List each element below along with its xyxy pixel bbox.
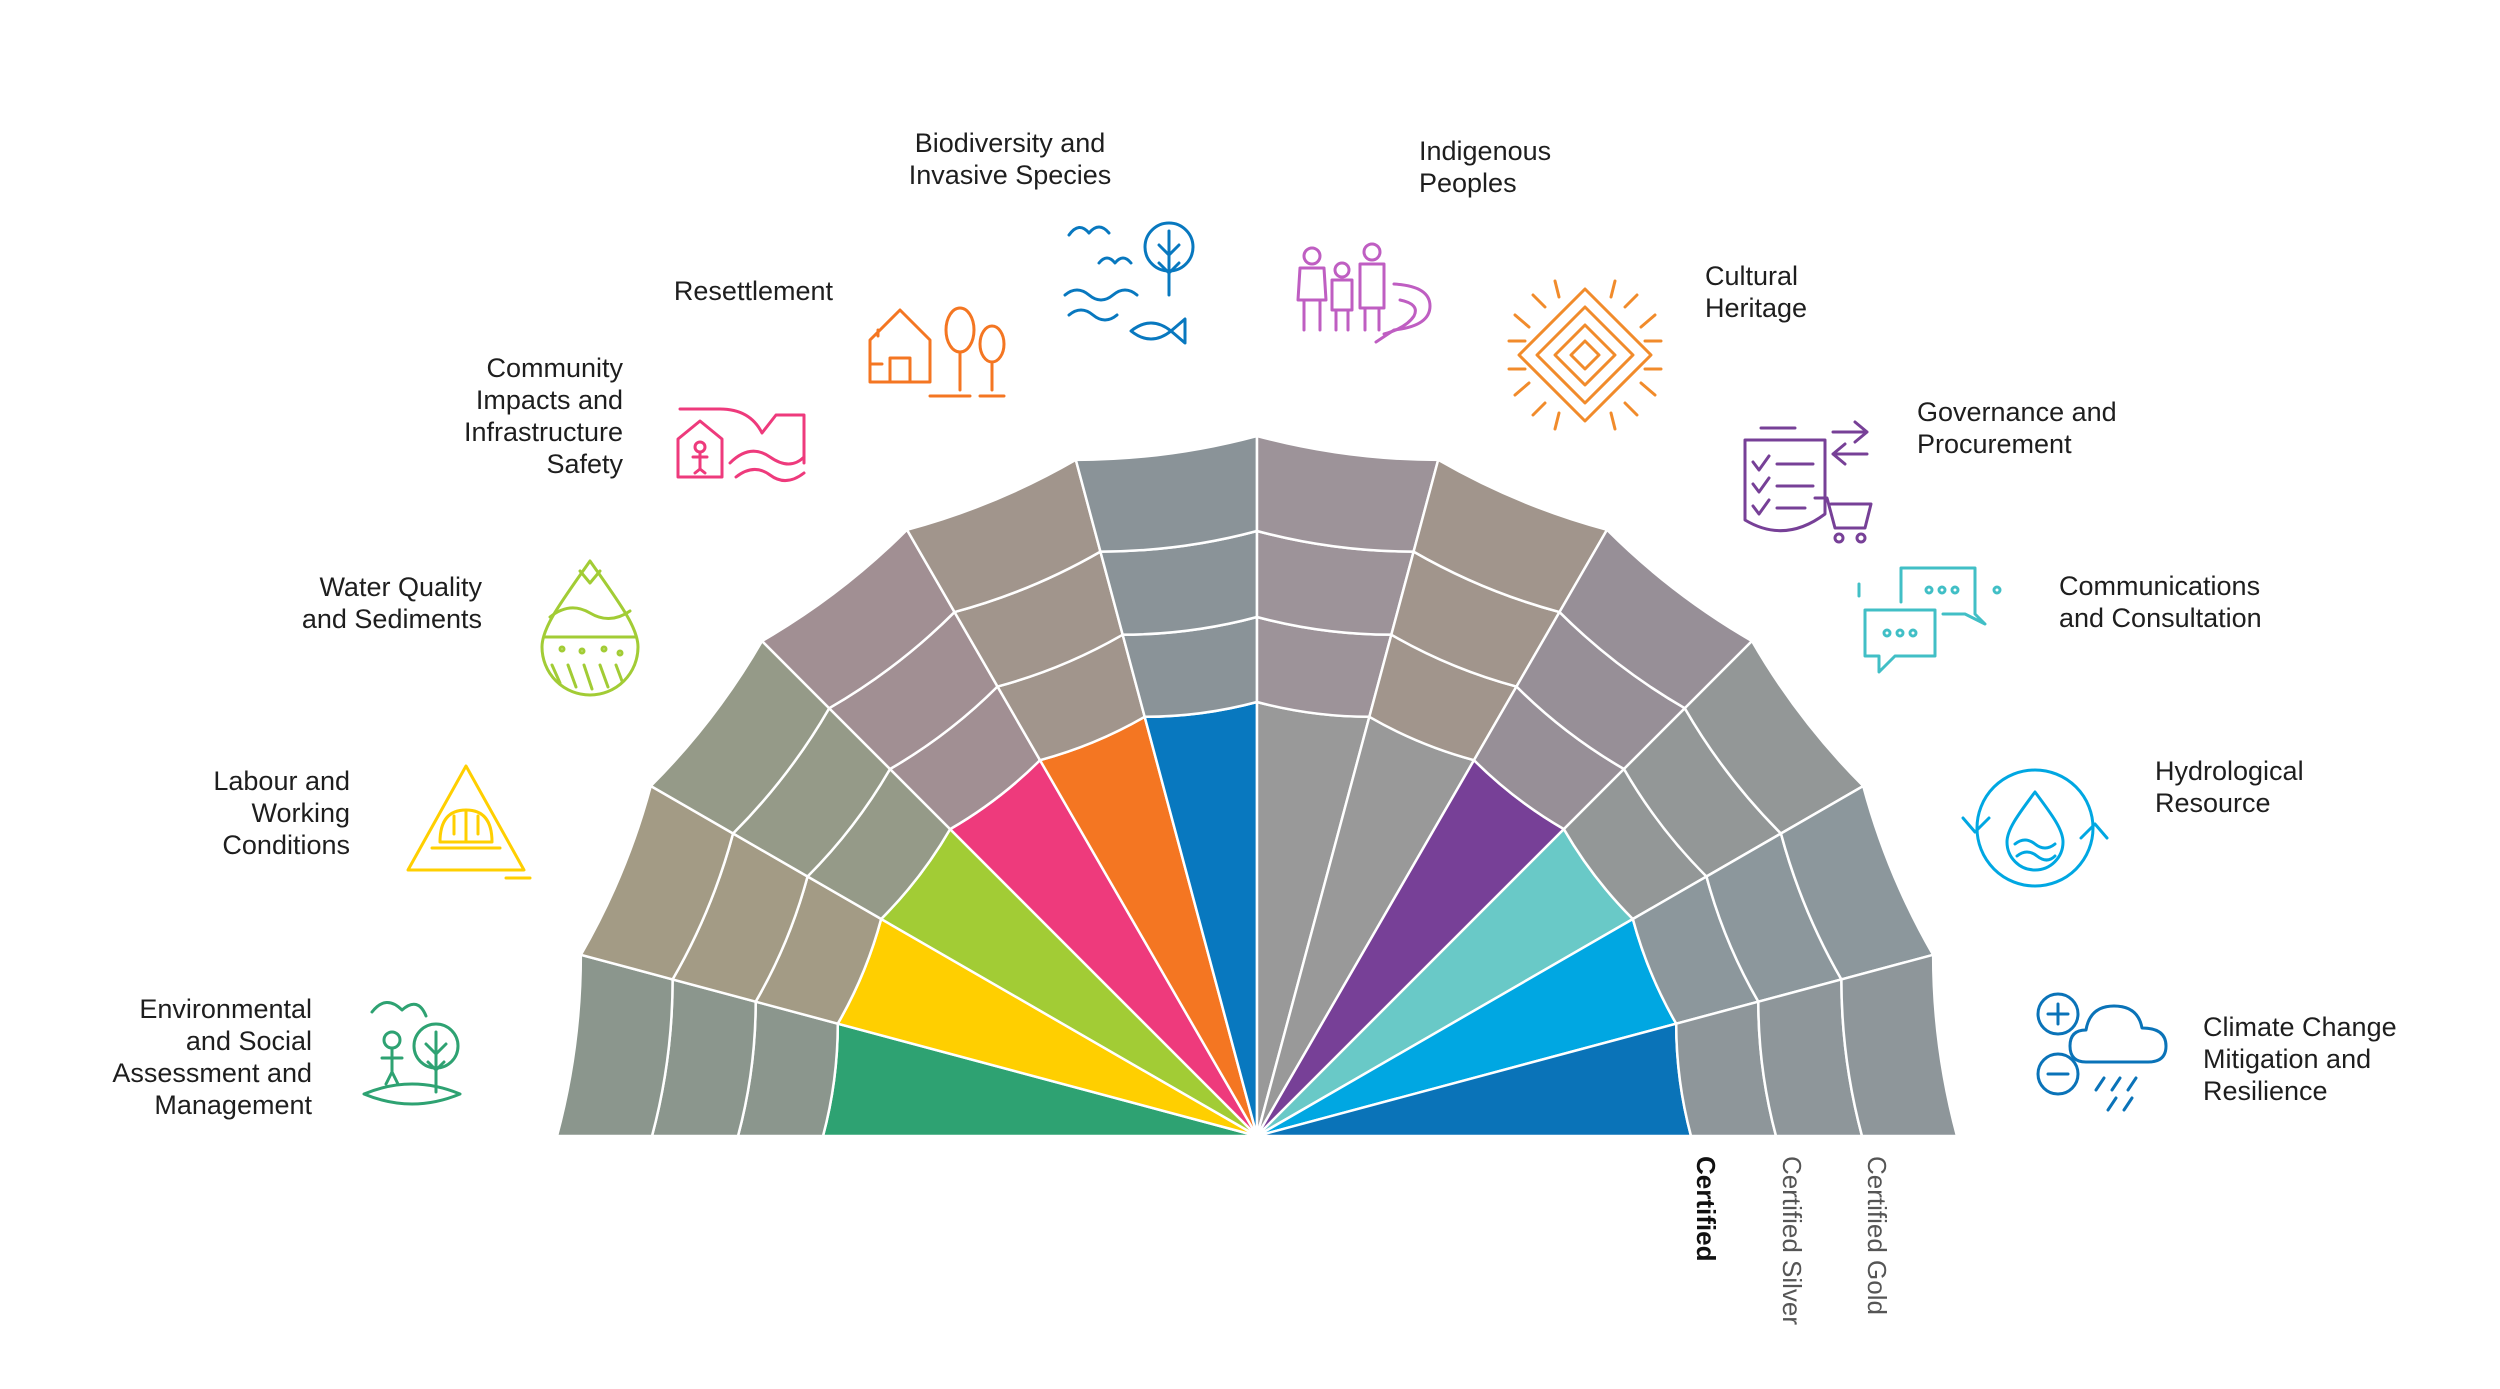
topic-icons	[362, 221, 2168, 1112]
topic-label-7: Indigenous Peoples	[1419, 136, 1551, 198]
patterned-diamond-icon	[1507, 279, 1663, 431]
person-and-tree-icon	[362, 1001, 462, 1106]
cloud-plus-minus-icon	[2036, 992, 2168, 1112]
topic-label-5: Resettlement	[674, 276, 834, 306]
topic-label-11: Hydrological Resource	[2155, 756, 2304, 818]
topic-label-10: Communications and Consultation	[2059, 571, 2262, 633]
topic-label-3: Water Quality and Sediments	[302, 572, 483, 634]
topic-label-6: Biodiversity and Invasive Species	[909, 128, 1112, 190]
fan-wedges	[555, 434, 1959, 1138]
wedge-1-ring-3	[555, 953, 674, 1138]
speech-bubbles-icon	[1857, 566, 2002, 674]
level-label-2: Certified Silver	[1777, 1156, 1807, 1325]
level-label-1: Certified	[1691, 1156, 1721, 1261]
topic-label-4: Community Impacts and Infrastructure Safety	[464, 353, 624, 479]
water-cycle-icon	[1961, 768, 2109, 888]
level-label-3: Certified Gold	[1862, 1156, 1892, 1315]
checklist-and-cart-icon	[1743, 420, 1873, 544]
bird-tree-fish-icon	[1063, 221, 1195, 345]
wedge-12-ring-3	[1840, 953, 1959, 1138]
dam-and-house-icon	[676, 407, 806, 482]
certification-level-labels: Certified Certified Silver Certified Gold	[1691, 1156, 1892, 1325]
topic-label-8: Cultural Heritage	[1705, 261, 1807, 323]
topic-label-12: Climate Change Mitigation and Resilience	[2203, 1012, 2397, 1106]
topic-label-2: Labour and Working Conditions	[213, 766, 350, 860]
topic-label-9: Governance and Procurement	[1917, 397, 2117, 459]
water-drop-sediment-icon	[540, 559, 640, 697]
hard-hat-warning-icon	[406, 764, 532, 880]
family-and-river-icon	[1296, 242, 1432, 344]
topic-label-1: Environmental and Social Assessment and Man…	[112, 994, 312, 1120]
house-and-trees-icon	[868, 306, 1006, 398]
wedge-7-ring-3	[1255, 434, 1440, 553]
topic-labels: Environmental and Social Assessment and Man…	[112, 128, 2396, 1120]
wedge-6-ring-3	[1074, 434, 1259, 553]
